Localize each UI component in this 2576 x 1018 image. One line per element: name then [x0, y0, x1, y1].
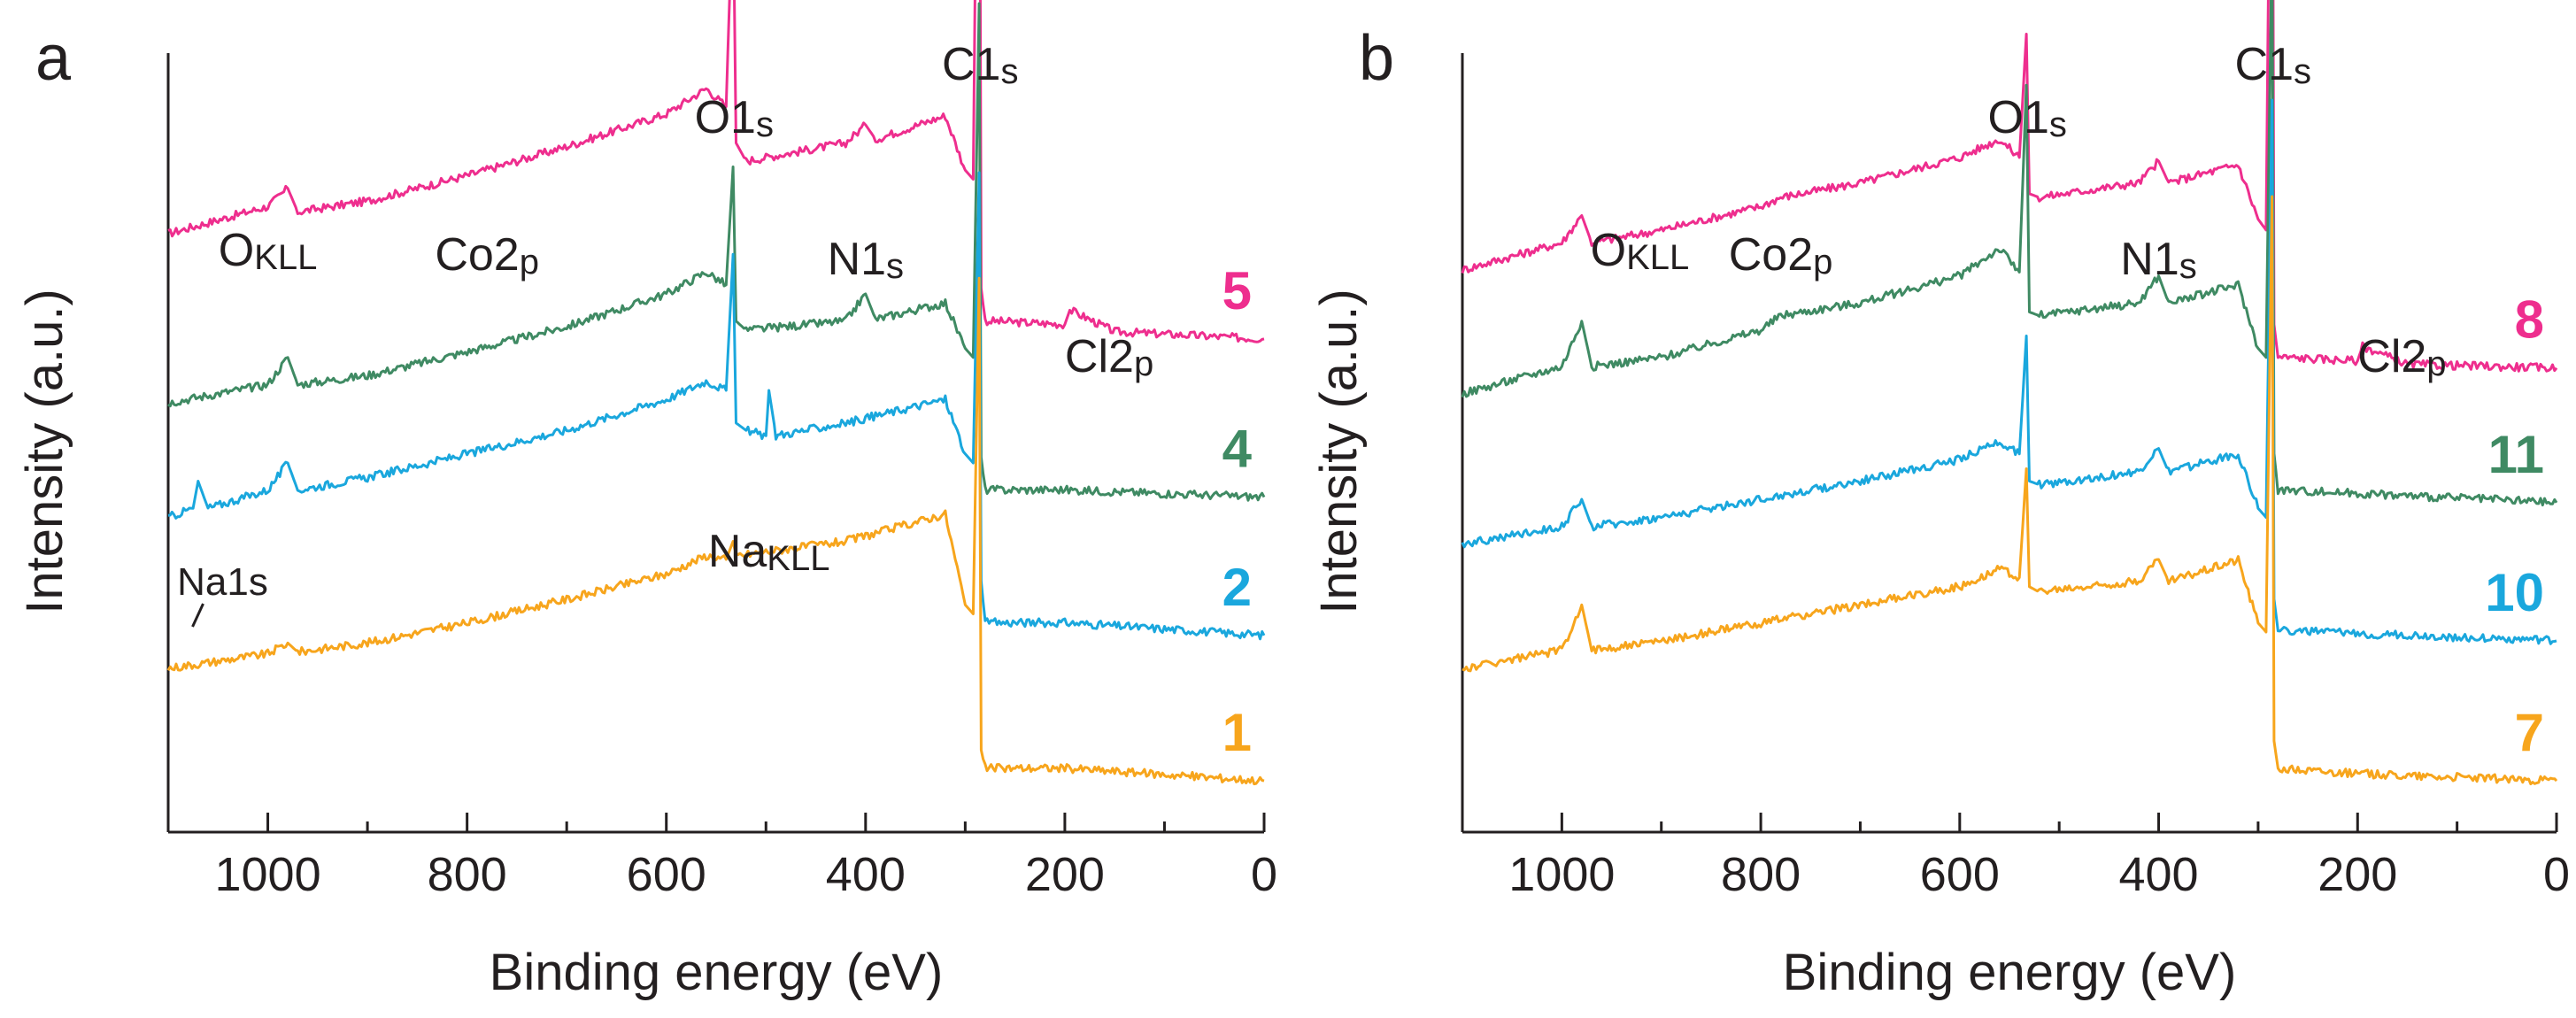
series-trace-7	[1462, 195, 2558, 786]
annotation-na1s-pointer	[191, 603, 204, 628]
series-trace-2	[167, 171, 1266, 641]
annotation-c1s: C1s	[942, 39, 1018, 91]
y-axis-title: Intensity (a.u.)	[16, 289, 73, 613]
series-label-4: 4	[1222, 420, 1253, 479]
annotation-o1s: O1s	[1988, 92, 2067, 144]
x-tick-label: 600	[1920, 848, 2000, 901]
annotation-nakll: NaKLL	[708, 526, 830, 578]
annotation-co2p: Co2p	[1729, 229, 1833, 281]
x-tick-label: 400	[826, 848, 906, 901]
panel-letter: a	[35, 23, 72, 94]
y-axis-title: Intensity (a.u.)	[1310, 289, 1368, 613]
x-tick-label: 0	[1251, 848, 1277, 901]
series-label-8: 8	[2515, 290, 2544, 350]
series-label-7: 7	[2515, 703, 2544, 762]
panel-letter: b	[1359, 23, 1394, 94]
series-label-2: 2	[1222, 558, 1252, 617]
annotation-okll: OKLL	[1591, 225, 1690, 277]
series-trace-11	[1461, 0, 2558, 507]
x-tick-label: 1000	[214, 848, 320, 901]
annotation-n1s: N1s	[2120, 234, 2196, 286]
annotation-na1s: Na1s	[177, 560, 268, 604]
x-tick-label: 0	[2543, 848, 2570, 901]
series-trace-4	[167, 2, 1266, 502]
series-label-11: 11	[2488, 425, 2544, 484]
panel-b: 1000 800 600 400 200 0 Binding energy (eV) Inte…	[1310, 0, 2570, 1001]
x-tick-label: 800	[428, 848, 507, 901]
series-trace-5	[167, 0, 1265, 343]
annotation-n1s: N1s	[828, 234, 904, 286]
x-tick-label: 800	[1721, 848, 1801, 901]
x-axis-title: Binding energy (eV)	[490, 944, 944, 1001]
series-trace-10	[1461, 98, 2557, 645]
x-tick-label: 200	[1025, 848, 1105, 901]
panel-a: 1000 800 600 400 200 0 Binding energy (eV) Inte…	[16, 0, 1277, 1001]
annotation-c1s: C1s	[2235, 39, 2311, 91]
series-label-5: 5	[1222, 261, 1252, 320]
series-label-10: 10	[2485, 563, 2544, 622]
annotation-o1s: O1s	[695, 92, 774, 144]
annotation-co2p: Co2p	[435, 229, 539, 281]
series-label-1: 1	[1222, 703, 1252, 762]
x-axis-title: Binding energy (eV)	[1783, 944, 2237, 1001]
x-tick-label: 600	[627, 848, 706, 901]
x-tick-label: 200	[2318, 848, 2397, 901]
series-trace-8	[1461, 0, 2558, 373]
series-trace-1	[166, 276, 1265, 786]
x-tick-label: 1000	[1508, 848, 1615, 901]
annotation-cl2p: Cl2p	[1065, 331, 1153, 383]
annotation-cl2p: Cl2p	[2357, 331, 2446, 383]
annotation-okll: OKLL	[219, 225, 318, 277]
x-tick-label: 400	[2118, 848, 2198, 901]
